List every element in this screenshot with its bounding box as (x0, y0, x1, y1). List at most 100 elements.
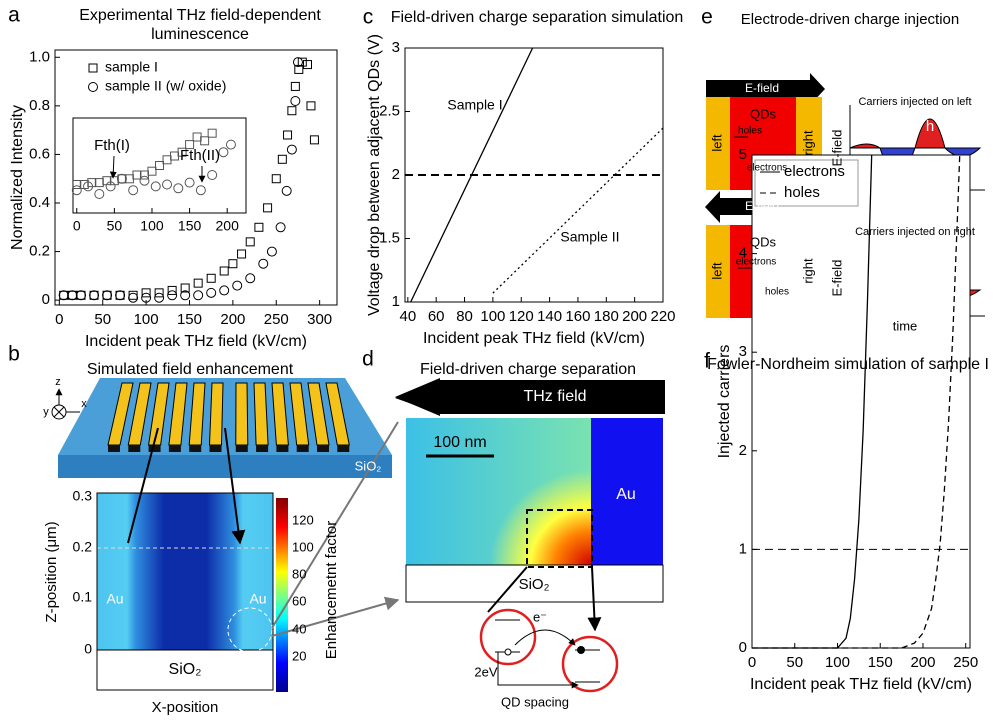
label: holes (765, 287, 789, 298)
label: e (893, 158, 901, 175)
label: QD spacing (501, 694, 569, 709)
legend-label: holes (784, 184, 820, 201)
label: 0.3 (73, 488, 93, 504)
x-tick-label: 200 (216, 218, 240, 234)
x-tick-label: 100 (140, 218, 164, 234)
label: 100 nm (433, 434, 486, 451)
x-axis-label: Incident peak THz field (kV/cm) (423, 330, 645, 347)
label: Carriers injected on left (858, 96, 971, 108)
panel-letter: c (363, 6, 374, 29)
label: electrons (747, 163, 788, 174)
panel-a-title: Experimental THz field-dependent lumines… (50, 6, 350, 44)
label: SiO₂ (169, 661, 202, 678)
label: holes (738, 126, 762, 137)
x-tick-label: 50 (786, 654, 803, 671)
label: QDs (750, 106, 777, 121)
label: electrons (736, 257, 777, 268)
legend-label: sample I (105, 59, 158, 75)
label: e⁻ (533, 609, 547, 624)
x-axis-label: Incident peak THz field (kV/cm) (750, 676, 972, 693)
x-tick-label: 0 (73, 218, 81, 234)
y-tick-label: 0 (739, 639, 747, 656)
x-tick-label: 200 (622, 308, 647, 325)
label: X-position (152, 699, 219, 716)
label: SiO₂ (519, 576, 550, 593)
y-tick-label: 0.8 (29, 97, 50, 114)
x-tick-label: 180 (594, 308, 619, 325)
x-tick-label: 0 (55, 311, 63, 328)
panel-title: Electrode-driven charge injection (741, 11, 959, 28)
label: 2eV (474, 664, 497, 679)
x-tick-label: 150 (868, 654, 893, 671)
label: E-field (829, 260, 844, 297)
x-tick-label: 120 (509, 308, 534, 325)
y-tick-label: 2 (392, 166, 400, 183)
panel-letter: d (362, 348, 374, 371)
label: 0.2 (73, 539, 93, 555)
annotation: Fth(I) (94, 137, 130, 154)
label: 0 (84, 641, 92, 657)
label: 60 (292, 593, 306, 608)
x-tick-label: 60 (428, 308, 445, 325)
label: Au (616, 486, 636, 503)
x-tick-label: 250 (953, 654, 978, 671)
label: 0.1 (73, 589, 93, 605)
label: Z-position (μm) (43, 521, 60, 622)
y-tick-label: 0.6 (29, 145, 50, 162)
label: E-field (829, 130, 844, 167)
panel-d-graphic (395, 378, 665, 691)
x-tick-label: 100 (825, 654, 850, 671)
panel-title: Field-driven charge separation (420, 361, 636, 378)
x-tick-label: 50 (107, 218, 123, 234)
electrode-side (210, 445, 222, 452)
x-tick-label: 150 (177, 311, 202, 328)
y-tick-label: 0.4 (29, 194, 50, 211)
panel-letter: e (701, 6, 713, 29)
x-tick-label: 80 (456, 308, 473, 325)
series-label: Sample II (560, 229, 619, 245)
label: 80 (292, 566, 306, 581)
y-tick-label: 0 (42, 291, 50, 308)
y-tick-label: 1 (392, 293, 400, 310)
label: left (709, 134, 724, 152)
electrode-side (297, 445, 309, 452)
electrode-side (189, 445, 201, 452)
x-tick-label: 200 (220, 311, 245, 328)
electrode-side (169, 445, 181, 452)
label: E-field (745, 199, 779, 213)
label: x (81, 398, 87, 410)
label: left (709, 262, 724, 280)
chart-title: Fowler-Nordheim simulation of sample I (707, 356, 989, 373)
x-tick-label: 300 (307, 311, 332, 328)
electrode-side (337, 445, 349, 452)
annotation: Fth(II) (180, 147, 220, 164)
x-axis-label: Incident peak THz field (kV/cm) (85, 333, 307, 350)
y-axis-label: Normalized Intensity (9, 105, 26, 250)
x-tick-label: 100 (480, 308, 505, 325)
label: 40 (292, 621, 306, 636)
x-tick-label: 40 (399, 308, 416, 325)
x-tick-label: 250 (264, 311, 289, 328)
label: Enhancemetnt factor (323, 521, 340, 659)
electrode (210, 383, 224, 445)
canvas: abcdef05010015020025030000.20.40.60.81.0… (0, 0, 993, 720)
x-tick-label: 50 (94, 311, 111, 328)
label: THz field (523, 388, 586, 405)
x-tick-label: 140 (537, 308, 562, 325)
label: h (891, 296, 899, 313)
label: SiO₂ (355, 458, 382, 473)
electrode-side (276, 445, 288, 452)
electrode-side (108, 445, 120, 452)
electrode-side (236, 445, 248, 452)
plot-frame (405, 48, 663, 302)
y-tick-label: 3 (392, 39, 400, 56)
x-tick-label: 0 (748, 654, 756, 671)
label: h (926, 118, 934, 135)
label: time (893, 318, 918, 333)
electrode-side (128, 445, 140, 452)
label: Au (249, 591, 266, 607)
label: z (55, 376, 61, 388)
electrode-side (149, 445, 161, 452)
label: Carriers injected on right (855, 226, 975, 238)
electrode (236, 383, 248, 445)
